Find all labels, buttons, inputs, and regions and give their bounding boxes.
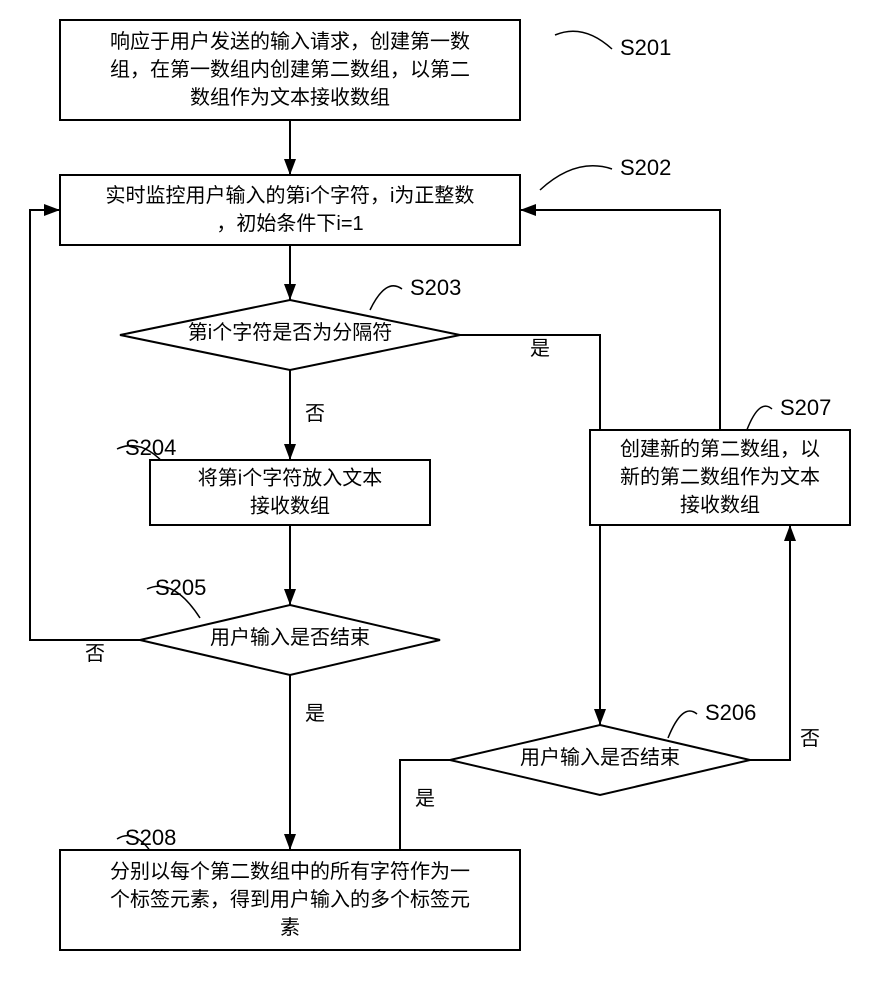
flow-edge [30,210,140,640]
node-text: 将第i个字符放入文本 [198,467,382,490]
node-text: 数组作为文本接收数组 [190,86,390,109]
step-label: S204 [125,435,176,460]
node-text: 第i个字符是否为分隔符 [188,321,392,344]
node-text: 分别以每个第二数组中的所有字符作为一 [110,860,470,883]
label-pointer [540,166,612,190]
edge-label: 否 [800,728,820,750]
node-text: 个标签元素，得到用户输入的多个标签元 [110,888,470,911]
edge-label: 是 [530,338,550,360]
step-label: S208 [125,825,176,850]
label-pointer [555,31,612,49]
edge-label: 否 [85,643,105,665]
edge-label: 否 [305,403,325,425]
node-text: 素 [280,916,300,939]
step-label: S202 [620,155,671,180]
node-text: ，初始条件下i=1 [216,212,363,235]
step-label: S207 [780,395,831,420]
node-text: 创建新的第二数组，以 [620,438,820,461]
step-label: S206 [705,700,756,725]
flow-edge [460,335,600,725]
node-text: 用户输入是否结束 [520,746,680,769]
label-pointer [668,711,697,738]
edge-label: 是 [305,703,325,725]
label-pointer [370,286,402,310]
step-label: S205 [155,575,206,600]
flow-edge [520,210,720,430]
node-text: 新的第二数组作为文本 [620,466,820,489]
edge-label: 是 [415,788,435,810]
step-label: S201 [620,35,671,60]
node-text: 响应于用户发送的输入请求，创建第一数 [110,30,470,53]
node-text: 组，在第一数组内创建第二数组，以第二 [110,58,470,81]
flowchart: 响应于用户发送的输入请求，创建第一数组，在第一数组内创建第二数组，以第二数组作为… [0,0,873,1000]
node-text: 接收数组 [680,494,760,517]
step-label: S203 [410,275,461,300]
node-text: 实时监控用户输入的第i个字符，i为正整数 [106,184,475,207]
node-text: 用户输入是否结束 [210,626,370,649]
node-text: 接收数组 [250,495,330,518]
